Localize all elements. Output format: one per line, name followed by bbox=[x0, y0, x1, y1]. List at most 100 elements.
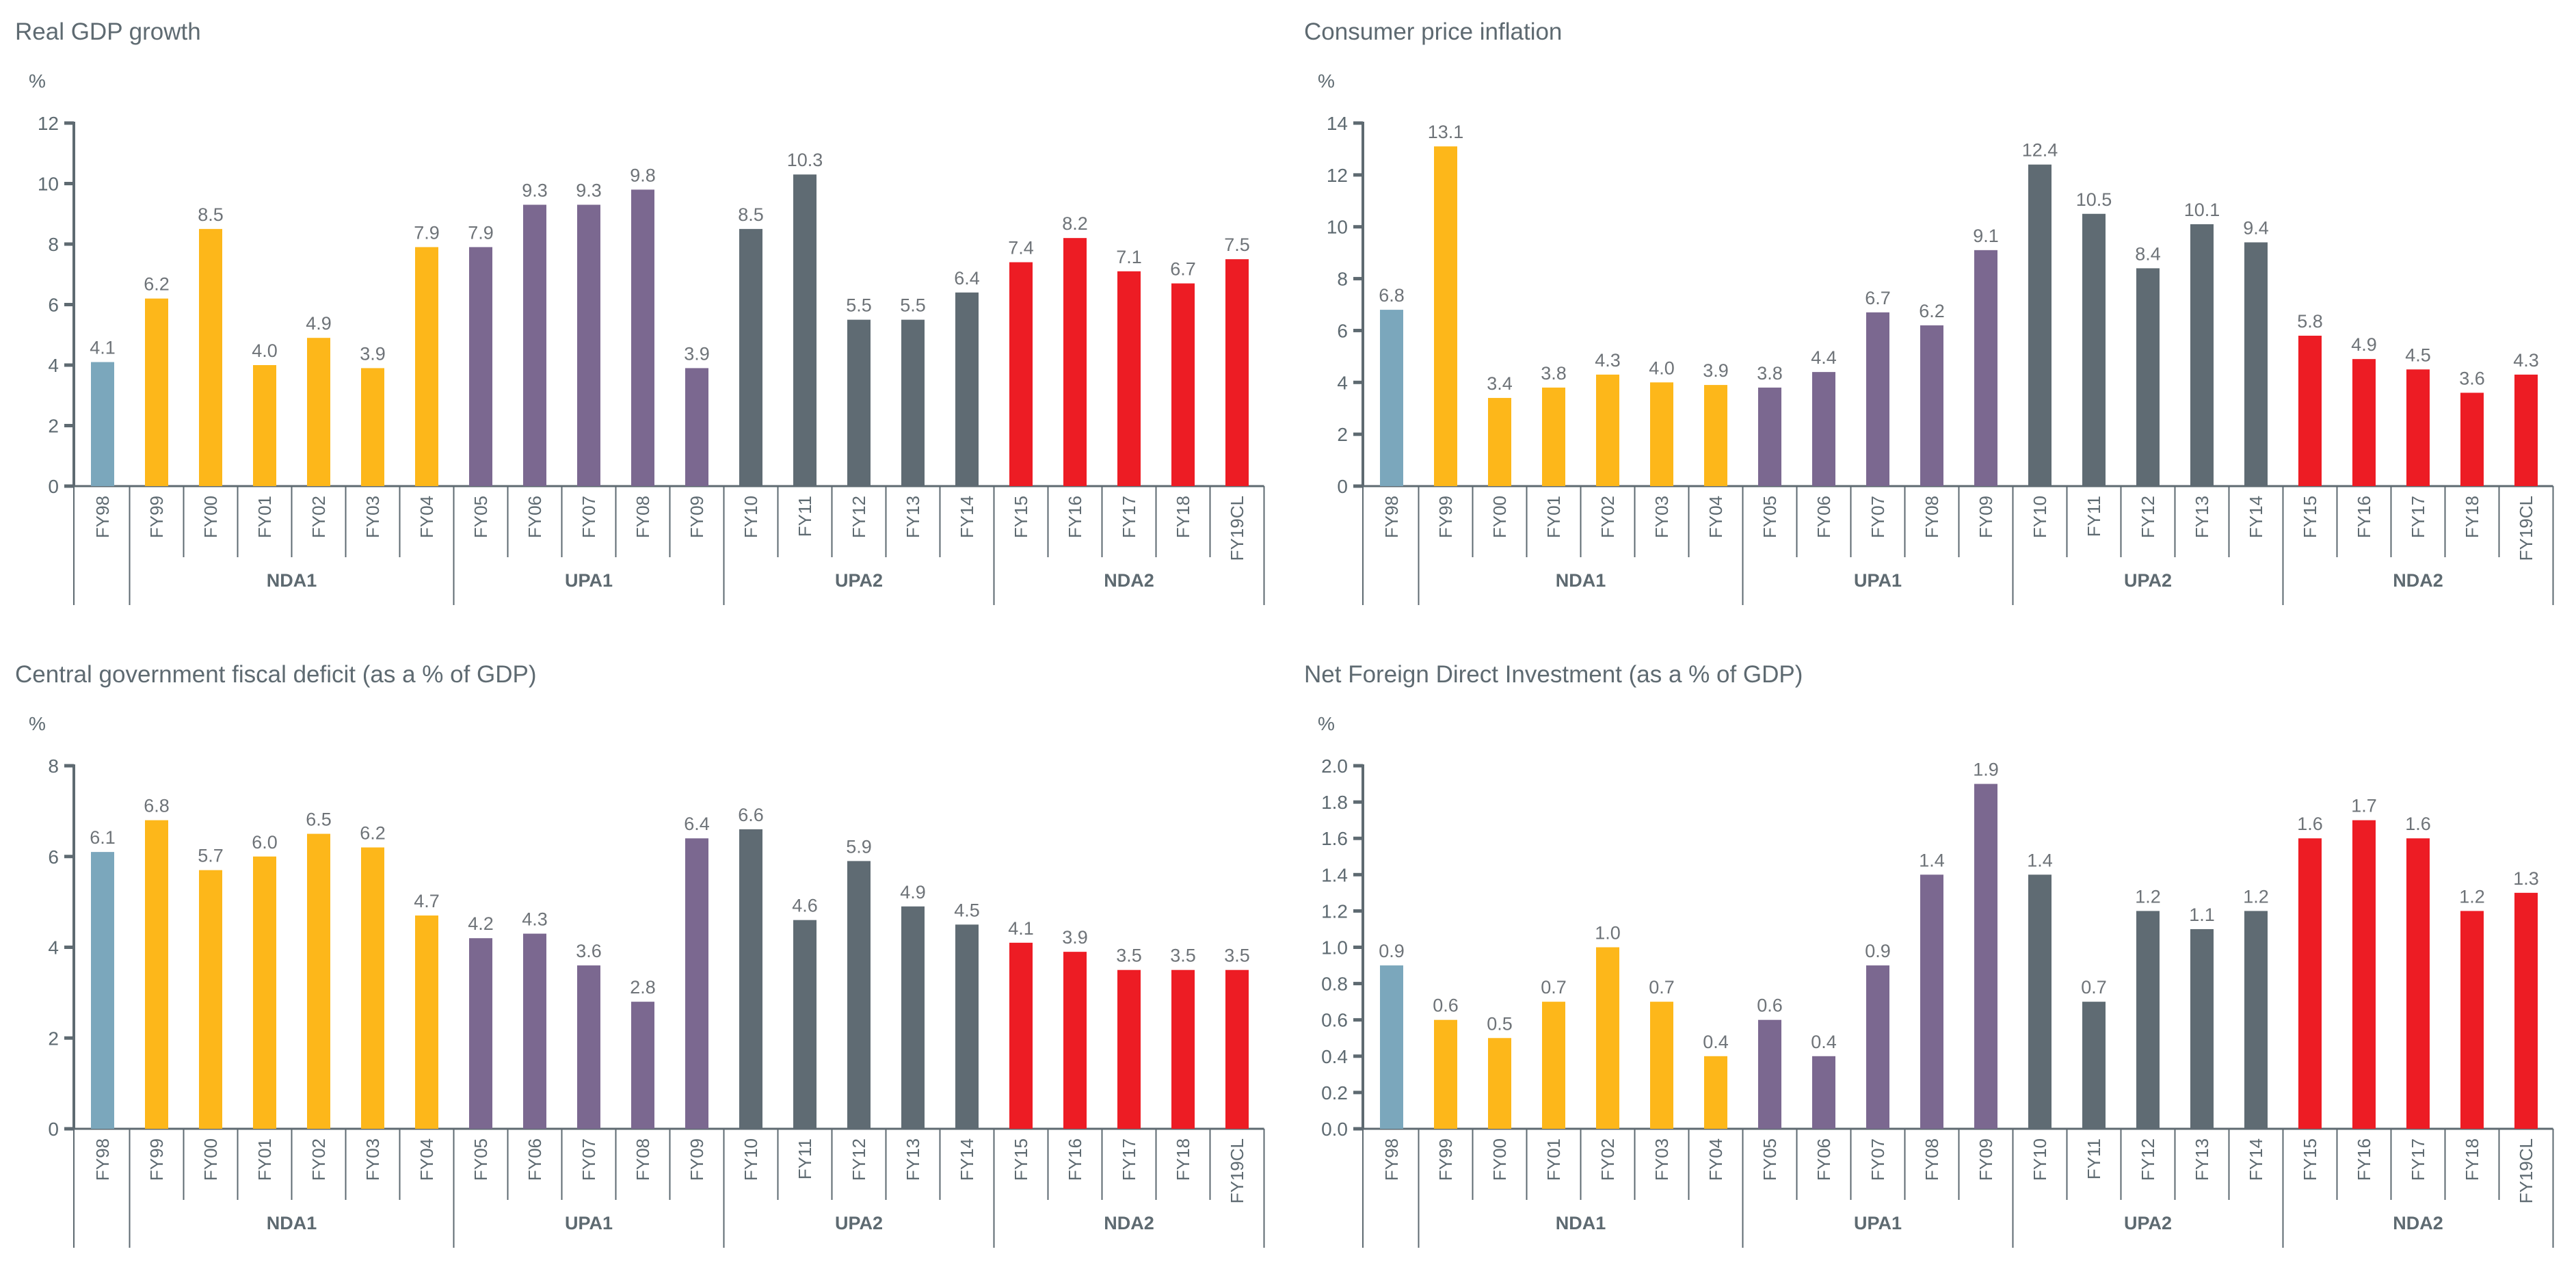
category-label: FY01 bbox=[254, 1138, 275, 1181]
data-label: 7.1 bbox=[1116, 247, 1142, 267]
data-label: 9.1 bbox=[1973, 226, 1999, 246]
category-label: FY03 bbox=[362, 1138, 383, 1181]
category-label: FY00 bbox=[200, 1138, 221, 1181]
y-tick-label: 0 bbox=[48, 1119, 59, 1140]
y-tick-label: 4 bbox=[48, 937, 59, 959]
chart-panel: Net Foreign Direct Investment (as a % of… bbox=[1304, 661, 2554, 1248]
chart-title: Net Foreign Direct Investment (as a % of… bbox=[1304, 661, 1803, 688]
data-label: 3.9 bbox=[360, 343, 386, 364]
category-label: FY98 bbox=[92, 496, 113, 538]
y-tick-label: 2 bbox=[48, 416, 59, 437]
data-label: 6.7 bbox=[1170, 259, 1196, 280]
category-label: FY08 bbox=[633, 496, 653, 538]
y-tick-label: 1.2 bbox=[1321, 900, 1348, 922]
bar bbox=[91, 362, 114, 486]
data-label: 3.9 bbox=[1062, 927, 1088, 948]
category-label: FY06 bbox=[1814, 496, 1834, 538]
bar bbox=[1704, 385, 1727, 486]
bar bbox=[2190, 928, 2214, 1129]
bar bbox=[2460, 911, 2484, 1129]
y-axis-unit: % bbox=[29, 713, 46, 734]
bar bbox=[307, 833, 330, 1129]
y-tick-label: 10 bbox=[38, 174, 59, 195]
y-axis-unit: % bbox=[29, 70, 46, 92]
category-label: FY98 bbox=[92, 1138, 113, 1181]
category-label: FY03 bbox=[362, 496, 383, 538]
category-label: FY00 bbox=[1489, 1138, 1510, 1181]
data-label: 5.7 bbox=[198, 846, 224, 866]
category-label: FY99 bbox=[1435, 496, 1456, 538]
y-tick-label: 2.0 bbox=[1321, 755, 1348, 777]
data-label: 3.9 bbox=[684, 343, 710, 364]
bar bbox=[739, 829, 762, 1129]
data-label: 1.2 bbox=[2135, 886, 2161, 907]
y-tick-label: 2 bbox=[1337, 424, 1348, 445]
category-label: FY12 bbox=[2138, 1138, 2158, 1181]
category-label: FY18 bbox=[1173, 1138, 1193, 1181]
category-label: FY09 bbox=[687, 1138, 707, 1181]
category-label: FY12 bbox=[849, 496, 869, 538]
data-label: 7.9 bbox=[414, 222, 440, 243]
bar bbox=[91, 852, 114, 1129]
data-label: 13.1 bbox=[1428, 122, 1464, 142]
data-label: 0.9 bbox=[1379, 941, 1405, 961]
y-tick-label: 8 bbox=[1337, 269, 1348, 290]
category-label: FY03 bbox=[1651, 496, 1672, 538]
y-tick-label: 8 bbox=[48, 234, 59, 255]
bar bbox=[361, 368, 384, 486]
y-tick-label: 10 bbox=[1327, 217, 1348, 238]
data-label: 10.1 bbox=[2184, 200, 2220, 220]
category-label: FY10 bbox=[741, 496, 761, 538]
category-label: FY11 bbox=[2084, 1138, 2104, 1179]
category-label: FY08 bbox=[1922, 496, 1942, 538]
bar bbox=[523, 933, 546, 1129]
bar bbox=[253, 856, 276, 1129]
data-label: 4.9 bbox=[900, 882, 926, 902]
bar bbox=[2082, 1002, 2106, 1129]
bar bbox=[1866, 312, 1889, 486]
category-label: FY17 bbox=[2408, 496, 2428, 538]
data-label: 4.3 bbox=[1595, 350, 1621, 371]
y-tick-label: 14 bbox=[1327, 113, 1348, 134]
data-label: 6.4 bbox=[684, 814, 710, 834]
bar bbox=[1488, 1038, 1511, 1129]
bar bbox=[793, 920, 816, 1129]
category-label: FY14 bbox=[957, 496, 977, 538]
bar bbox=[685, 368, 708, 486]
category-label: FY07 bbox=[579, 1138, 599, 1181]
category-label: FY12 bbox=[2138, 496, 2158, 538]
chart-panel: Central government fiscal deficit (as a … bbox=[15, 661, 1265, 1248]
bar bbox=[1117, 969, 1141, 1129]
data-label: 3.6 bbox=[2459, 368, 2485, 388]
data-label: 1.6 bbox=[2405, 814, 2431, 834]
data-label: 2.8 bbox=[630, 977, 656, 998]
data-label: 7.9 bbox=[468, 222, 494, 243]
bar bbox=[1758, 1019, 1781, 1129]
data-label: 6.0 bbox=[252, 832, 278, 853]
bar bbox=[1380, 965, 1403, 1129]
data-label: 4.0 bbox=[1649, 358, 1675, 378]
data-label: 0.4 bbox=[1703, 1032, 1729, 1052]
y-tick-label: 0.2 bbox=[1321, 1082, 1348, 1103]
y-tick-label: 1.6 bbox=[1321, 828, 1348, 849]
bar bbox=[145, 820, 168, 1129]
category-label: FY04 bbox=[1705, 1138, 1726, 1181]
bar bbox=[2190, 224, 2214, 486]
bar bbox=[1171, 283, 1195, 486]
bar bbox=[1063, 952, 1087, 1129]
bar bbox=[793, 174, 816, 486]
category-label: FY06 bbox=[525, 496, 545, 538]
bar bbox=[2514, 892, 2538, 1129]
data-label: 3.5 bbox=[1224, 946, 1250, 966]
y-tick-label: 1.4 bbox=[1321, 864, 1348, 885]
chart-panel: Consumer price inflation% 0 2 4 6 8 10 12 14 6.8 F… bbox=[1304, 18, 2554, 605]
bar bbox=[901, 906, 925, 1129]
category-label: FY15 bbox=[1011, 496, 1031, 538]
bar bbox=[1434, 146, 1457, 486]
bar bbox=[1542, 1002, 1565, 1129]
y-tick-label: 12 bbox=[38, 113, 59, 134]
bar bbox=[2244, 242, 2268, 486]
y-tick-label: 0 bbox=[1337, 476, 1348, 497]
category-label: FY16 bbox=[2354, 496, 2374, 538]
